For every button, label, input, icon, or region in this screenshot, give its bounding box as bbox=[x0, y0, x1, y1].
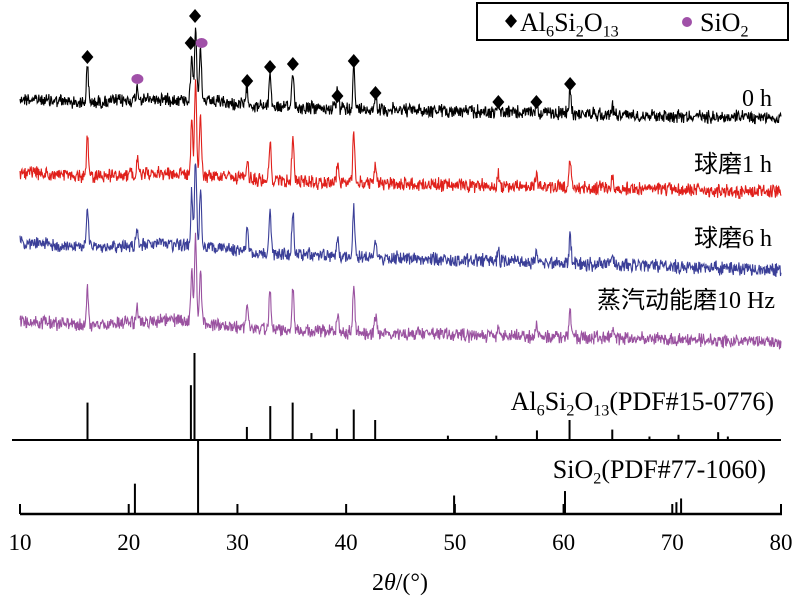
diamond-marker-icon bbox=[369, 86, 382, 100]
diamond-marker-icon bbox=[286, 57, 299, 71]
legend-box bbox=[476, 2, 789, 41]
phase-markers bbox=[81, 9, 577, 109]
series-group: 0 h 球磨1 h 球磨6 h 蒸汽动能磨10 Hz bbox=[19, 27, 782, 350]
x-tick-label: 60 bbox=[552, 530, 575, 555]
diamond-marker-icon bbox=[241, 74, 254, 88]
reference-label-al6si2o13: Al6Si2O13(PDF#15-0776) bbox=[511, 387, 774, 420]
reference-label-sio2: SiO2(PDF#77-1060) bbox=[553, 455, 766, 488]
x-tick-label: 20 bbox=[117, 530, 140, 555]
x-tick-label: 10 bbox=[9, 530, 32, 555]
series-label-2: 球磨6 h bbox=[694, 225, 772, 252]
diamond-marker-icon bbox=[347, 54, 360, 68]
series-line-0 bbox=[19, 27, 782, 125]
series-label-0: 0 h bbox=[742, 86, 772, 112]
diamond-marker-icon bbox=[331, 89, 344, 103]
x-axis-label: 2θ/(°) bbox=[372, 570, 428, 596]
series-label-3: 蒸汽动能磨10 Hz bbox=[597, 287, 775, 314]
circle-marker-icon bbox=[195, 38, 208, 48]
x-axis: 10 20 30 40 50 60 70 80 bbox=[9, 504, 793, 555]
legend-circle-icon bbox=[682, 17, 692, 27]
x-tick-label: 80 bbox=[770, 530, 793, 555]
x-tick-label: 40 bbox=[335, 530, 358, 555]
legend-label-sio2: SiO2 bbox=[700, 8, 749, 41]
circle-marker-icon bbox=[131, 74, 144, 84]
reference-patterns: Al6Si2O13(PDF#15-0776) SiO2(PDF#77-1060) bbox=[12, 353, 781, 514]
diamond-marker-icon bbox=[530, 95, 543, 109]
series-label-1: 球磨1 h bbox=[694, 151, 772, 178]
legend-diamond-icon bbox=[505, 14, 517, 28]
x-tick-label: 30 bbox=[226, 530, 249, 555]
diamond-marker-icon bbox=[81, 50, 94, 64]
diamond-marker-icon bbox=[189, 9, 202, 23]
diamond-marker-icon bbox=[264, 60, 277, 74]
diamond-marker-icon bbox=[564, 77, 577, 91]
legend-label-al6si2o13: Al6Si2O13 bbox=[520, 8, 619, 41]
series-line-2 bbox=[19, 163, 782, 278]
x-tick-label: 70 bbox=[661, 530, 684, 555]
series-line-1 bbox=[19, 79, 782, 200]
diamond-marker-icon bbox=[492, 95, 505, 109]
legend: Al6Si2O13 SiO2 bbox=[476, 2, 789, 41]
series-line-3 bbox=[19, 232, 782, 350]
diamond-marker-icon bbox=[184, 36, 197, 50]
x-tick-label: 50 bbox=[443, 530, 466, 555]
